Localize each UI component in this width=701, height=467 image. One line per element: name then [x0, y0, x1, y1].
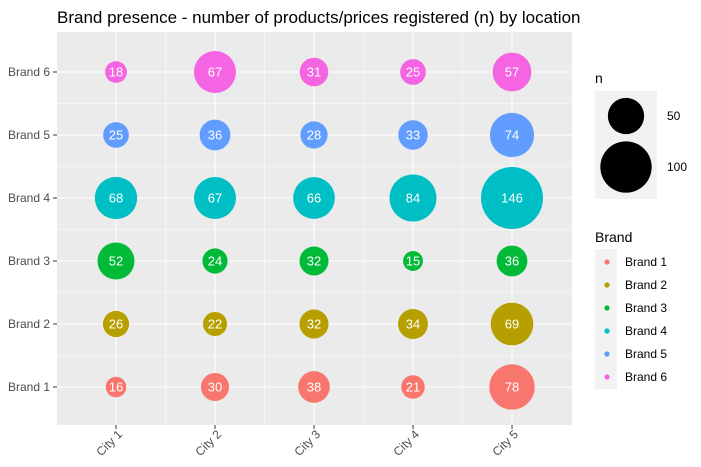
bubble-value-label: 68 [109, 191, 123, 206]
bubble-value-label: 78 [505, 380, 519, 395]
bubble-value-label: 69 [505, 317, 519, 332]
bubble-value-label: 31 [307, 65, 321, 80]
bubble-value-label: 84 [406, 191, 420, 206]
bubble-value-label: 16 [109, 380, 123, 395]
bubble-value-label: 36 [208, 128, 222, 143]
bubble-brand-6-city-5 [492, 52, 532, 92]
chart-title: Brand presence - number of products/pric… [57, 8, 580, 27]
color-legend-label-brand-4: Brand 4 [625, 324, 667, 338]
x-tick-label-city-2: City 2 [193, 427, 225, 459]
bubble-value-label: 67 [208, 191, 222, 206]
color-legend-label-brand-5: Brand 5 [625, 347, 667, 361]
color-legend-label-brand-3: Brand 3 [625, 301, 667, 315]
y-tick-label-brand-6: Brand 6 [8, 65, 50, 79]
bubble-value-label: 66 [307, 191, 321, 206]
bubble-brand-4-city-1 [94, 176, 138, 220]
bubble-value-label: 15 [406, 254, 420, 269]
y-tick-label-brand-3: Brand 3 [8, 254, 50, 268]
bubble-value-label: 67 [208, 65, 222, 80]
bubble-brand-1-city-3 [298, 371, 330, 403]
bubble-brand-5-city-5 [489, 112, 535, 158]
y-axis: Brand 1 Brand 2 Brand 3 Brand 4 Brand 5 Brand… [8, 65, 57, 394]
bubble-brand-2-city-1 [102, 310, 130, 338]
bubble-value-label: 32 [307, 254, 321, 269]
bubble-brand-3-city-5 [496, 245, 528, 277]
color-legend-dot-brand-2 [604, 282, 610, 288]
bubble-value-label: 32 [307, 317, 321, 332]
bubble-brand-3-city-4 [403, 251, 423, 271]
bubble-brand-6-city-1 [105, 61, 127, 83]
bubble-brand-2-city-3 [299, 309, 329, 339]
bubble-brand-2-city-4 [398, 309, 428, 339]
bubble-value-label: 25 [109, 128, 123, 143]
bubble-value-label: 30 [208, 380, 222, 395]
bubble-brand-4-city-4 [389, 174, 437, 222]
bubble-value-label: 74 [505, 128, 519, 143]
x-tick-label-city-4: City 4 [391, 427, 423, 459]
bubble-value-label: 21 [406, 380, 420, 395]
x-tick-label-city-1: City 1 [94, 427, 126, 459]
size-legend-title: n [595, 70, 603, 86]
bubble-brand-3-city-3 [299, 246, 329, 276]
size-legend-label-50: 50 [667, 109, 681, 123]
color-legend-dot-brand-1 [604, 259, 610, 265]
bubble-brand-4-city-2 [194, 177, 236, 219]
color-legend: Brand Brand 1 Brand 2 Brand 3 Brand 4 Brand … [595, 229, 667, 389]
bubble-brand-1-city-2 [200, 372, 230, 402]
bubble-value-label: 36 [505, 254, 519, 269]
bubble-brand-4-city-3 [293, 177, 335, 219]
color-legend-key-background [595, 249, 617, 389]
bubble-labels: 16 30 38 21 78 26 22 32 34 69 52 24 32 15 36 68 67 66 84 14… [109, 65, 523, 395]
color-legend-title: Brand [595, 229, 632, 245]
size-legend-circle-50 [607, 97, 645, 135]
bubble-brand-1-city-4 [401, 375, 425, 399]
bubble-brand-4-city-5 [481, 167, 543, 229]
y-tick-label-brand-5: Brand 5 [8, 128, 50, 142]
color-legend-dot-brand-4 [604, 328, 610, 334]
bubble-brand-6-city-2 [194, 51, 236, 93]
bubble-brand-5-city-4 [398, 120, 428, 150]
bubble-value-label: 26 [109, 317, 123, 332]
color-legend-dot-brand-3 [604, 305, 610, 311]
bubble-value-label: 24 [208, 254, 222, 269]
bubble-value-label: 22 [208, 317, 222, 332]
x-tick-label-city-5: City 5 [490, 427, 522, 459]
y-tick-label-brand-4: Brand 4 [8, 191, 50, 205]
size-legend-circle-100 [600, 141, 652, 193]
bubble-brand-1-city-5 [489, 364, 535, 410]
bubble-value-label: 57 [505, 65, 519, 80]
bubble-brand-1-city-1 [105, 376, 127, 398]
color-legend-label-brand-1: Brand 1 [625, 255, 667, 269]
bubble-value-label: 38 [307, 380, 321, 395]
bubble-brand-5-city-1 [103, 122, 129, 148]
bubble-value-label: 146 [501, 191, 523, 206]
size-legend-label-100: 100 [667, 160, 687, 174]
bubble-value-label: 28 [307, 128, 321, 143]
y-tick-label-brand-1: Brand 1 [8, 380, 50, 394]
bubble-brand-2-city-5 [490, 302, 534, 346]
bubble-value-label: 18 [109, 65, 123, 80]
bubble-brand-5-city-2 [199, 119, 231, 151]
bubble-value-label: 52 [109, 254, 123, 269]
bubble-brand-5-city-3 [300, 121, 328, 149]
bubbles [94, 51, 543, 410]
bubble-brand-3-city-2 [202, 248, 228, 274]
color-legend-dot-brand-5 [604, 351, 610, 357]
x-axis: City 1 City 2 City 3 City 4 City 5 [94, 425, 522, 459]
bubble-value-label: 33 [406, 128, 420, 143]
color-legend-label-brand-6: Brand 6 [625, 370, 667, 384]
size-legend: n 50 100 [595, 70, 687, 199]
x-tick-label-city-3: City 3 [292, 427, 324, 459]
bubble-brand-3-city-1 [97, 242, 135, 280]
bubble-value-label: 25 [406, 65, 420, 80]
bubble-value-label: 34 [406, 317, 420, 332]
bubble-brand-6-city-3 [299, 57, 329, 87]
color-legend-label-brand-2: Brand 2 [625, 278, 667, 292]
bubble-brand-6-city-4 [400, 59, 426, 85]
bubble-brand-2-city-2 [202, 311, 228, 337]
color-legend-dot-brand-6 [604, 374, 610, 380]
y-tick-label-brand-2: Brand 2 [8, 317, 50, 331]
